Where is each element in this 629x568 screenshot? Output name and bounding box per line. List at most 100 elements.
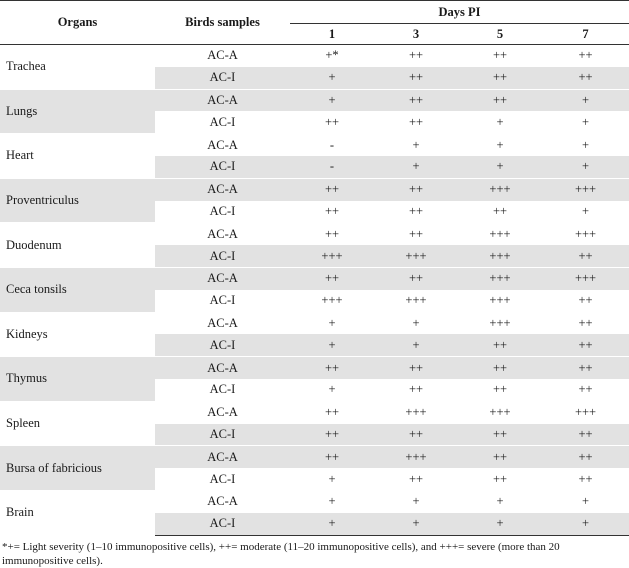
value-cell: ++ bbox=[408, 471, 424, 486]
sample-cell: AC-I bbox=[155, 334, 290, 357]
value-cell: ++ bbox=[374, 423, 458, 446]
value-cell: +++ bbox=[458, 311, 542, 335]
value-cell: ++ bbox=[408, 114, 424, 129]
value-cell: +++ bbox=[458, 245, 542, 268]
value-cell: ++ bbox=[578, 293, 593, 308]
value-cell: + bbox=[581, 203, 590, 218]
organ-cell: Brain bbox=[0, 489, 155, 536]
value-cell: ++ bbox=[290, 222, 374, 246]
header-birds-samples: Birds samples bbox=[155, 0, 290, 45]
value-cell: + bbox=[542, 489, 629, 513]
table-row: Proventriculus AC-A ++ ++ +++ +++ bbox=[0, 177, 629, 223]
value-cell: + bbox=[290, 311, 374, 335]
value-cell: ++ bbox=[374, 177, 458, 201]
value-cell: +++ bbox=[458, 266, 542, 290]
header-row-top: Organs Birds samples Days PI bbox=[0, 0, 629, 45]
value-cell: ++ bbox=[374, 266, 458, 290]
sample-cell: AC-A bbox=[155, 445, 290, 469]
value-cell: ++ bbox=[458, 423, 542, 446]
value-cell: + bbox=[581, 114, 590, 129]
value-cell: + bbox=[290, 489, 374, 513]
value-cell: + bbox=[328, 471, 336, 486]
value-cell: + bbox=[458, 133, 542, 156]
sample-cell: AC-I bbox=[209, 471, 236, 486]
table-row: Ceca tonsils AC-A ++ ++ +++ +++ bbox=[0, 266, 629, 313]
value-cell: ++ bbox=[492, 382, 508, 397]
sample-cell: AC-I bbox=[155, 512, 290, 536]
table-row: Bursa of fabricious AC-A ++ +++ ++ ++ bbox=[0, 445, 629, 491]
table-row: AC-I - + + + bbox=[0, 155, 629, 179]
value-cell: + bbox=[374, 334, 458, 357]
header-organs: Organs bbox=[0, 0, 155, 45]
value-cell: +++ bbox=[374, 400, 458, 424]
sample-cell: AC-I bbox=[209, 382, 236, 397]
value-cell: ++ bbox=[492, 203, 508, 218]
value-cell: + bbox=[328, 382, 336, 397]
sample-cell: AC-I bbox=[155, 155, 290, 179]
value-cell: +++ bbox=[321, 293, 343, 308]
sample-cell: AC-A bbox=[155, 88, 290, 112]
header-day: 1 bbox=[290, 23, 374, 45]
header-day: 7 bbox=[542, 23, 629, 45]
value-cell: + bbox=[374, 512, 458, 536]
value-cell: ++ bbox=[578, 471, 593, 486]
sample-cell: AC-I bbox=[155, 66, 290, 90]
value-cell: + bbox=[374, 311, 458, 335]
data-table: Organs Birds samples Days PI 1 3 5 7 Tra… bbox=[0, 0, 629, 536]
value-cell: +++ bbox=[405, 293, 427, 308]
sample-cell: AC-I bbox=[209, 203, 236, 218]
value-cell: ++ bbox=[324, 114, 340, 129]
value-cell: + bbox=[374, 133, 458, 156]
value-cell: +++ bbox=[374, 245, 458, 268]
value-cell: ++ bbox=[458, 445, 542, 469]
value-cell: + bbox=[542, 88, 629, 112]
value-cell: ++ bbox=[408, 382, 424, 397]
value-cell: ++ bbox=[290, 445, 374, 469]
value-cell: +* bbox=[290, 43, 374, 67]
table-row: Thymus AC-A ++ ++ ++ ++ bbox=[0, 356, 629, 402]
value-cell: + bbox=[290, 512, 374, 536]
value-cell: +++ bbox=[542, 177, 629, 201]
value-cell: ++ bbox=[290, 177, 374, 201]
table-row: AC-I +++ +++ +++ ++ bbox=[0, 245, 629, 268]
organ-cell: Ceca tonsils bbox=[0, 266, 155, 313]
table-row: Duodenum AC-A ++ ++ +++ +++ bbox=[0, 222, 629, 268]
value-cell: ++ bbox=[458, 334, 542, 357]
organ-cell: Trachea bbox=[0, 44, 155, 90]
value-cell: ++ bbox=[578, 382, 593, 397]
sample-cell: AC-A bbox=[155, 489, 290, 513]
value-cell: + bbox=[374, 155, 458, 179]
value-cell: + bbox=[542, 155, 629, 179]
table-row: AC-I+++++++ bbox=[0, 201, 629, 223]
table-row: AC-I++++++ bbox=[0, 334, 629, 357]
value-cell: ++ bbox=[458, 88, 542, 112]
value-cell: +++ bbox=[458, 177, 542, 201]
value-cell: ++ bbox=[324, 203, 340, 218]
organ-cell: Proventriculus bbox=[0, 177, 155, 223]
value-cell: +++ bbox=[542, 266, 629, 290]
footnote: *+= Light severity (1–10 immunopositive … bbox=[2, 540, 560, 567]
organ-cell: Lungs bbox=[0, 88, 155, 134]
value-cell: +++ bbox=[458, 400, 542, 424]
sample-cell: AC-A bbox=[155, 43, 290, 67]
value-cell: ++ bbox=[374, 356, 458, 379]
value-cell: ++ bbox=[374, 222, 458, 246]
value-cell: +++ bbox=[489, 293, 511, 308]
value-cell: ++ bbox=[542, 311, 629, 335]
sample-cell: AC-I bbox=[155, 423, 290, 446]
value-cell: ++ bbox=[408, 203, 424, 218]
sample-cell: AC-A bbox=[155, 222, 290, 246]
value-cell: +++ bbox=[458, 222, 542, 246]
value-cell: ++ bbox=[458, 66, 542, 90]
value-cell: ++ bbox=[458, 356, 542, 379]
sample-cell: AC-A bbox=[155, 177, 290, 201]
value-cell: +++ bbox=[542, 400, 629, 424]
table-body: Trachea AC-A +* ++ ++ ++ AC-I + ++ ++ ++ Lungs AC-A +… bbox=[0, 43, 629, 536]
header-day: 5 bbox=[458, 23, 542, 45]
value-cell: ++ bbox=[374, 66, 458, 90]
header-days-pi: Days PI bbox=[290, 0, 629, 24]
value-cell: ++ bbox=[290, 356, 374, 379]
sample-cell: AC-A bbox=[155, 356, 290, 379]
table-row: Brain AC-A + + + + bbox=[0, 489, 629, 536]
